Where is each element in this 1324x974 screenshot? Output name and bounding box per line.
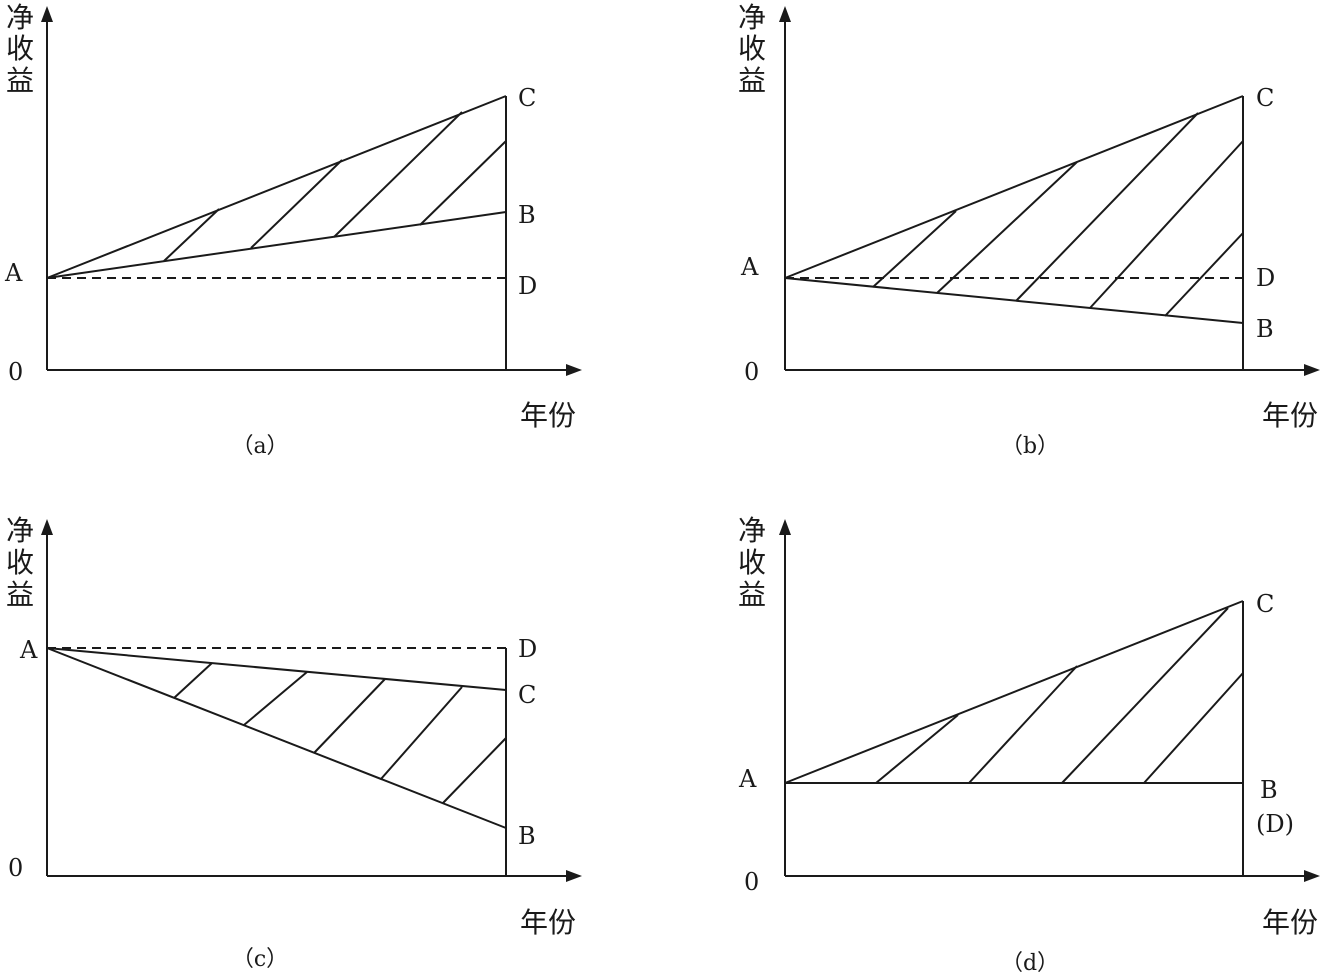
y-axis-label-3: 益 (6, 578, 34, 611)
x-axis-arrow (566, 364, 582, 376)
y-axis-label-1: 净 (6, 514, 34, 547)
y-axis-label-1: 净 (6, 1, 34, 34)
y-axis-label-2: 收 (6, 32, 34, 65)
line-a-c (784, 600, 1244, 784)
x-axis-arrow (566, 870, 582, 882)
point-d-label: (D) (1256, 810, 1294, 838)
point-b-label: B (1260, 776, 1278, 804)
panel-caption: （b） (1001, 434, 1059, 459)
x-axis-arrow (1304, 364, 1320, 376)
panel-a: 净 收 益 0 A C B D 年份 （a） (4, 1, 582, 459)
point-c-label: C (518, 681, 536, 709)
point-d-label: D (518, 272, 537, 300)
origin-label: 0 (8, 854, 23, 882)
hatching (173, 662, 507, 804)
point-a-label: A (740, 253, 759, 281)
panel-caption: （c） (232, 947, 288, 972)
point-b-label: B (518, 201, 536, 229)
y-axis-label-2: 收 (738, 32, 766, 65)
y-axis-label-3: 益 (6, 64, 34, 97)
x-axis-label: 年份 (520, 906, 576, 939)
point-a-label: A (738, 765, 757, 793)
x-axis-arrow (1304, 870, 1320, 882)
point-c-label: C (1256, 590, 1274, 618)
y-axis-label-1: 净 (738, 1, 766, 34)
line-a-b (46, 647, 507, 829)
y-axis-arrow (41, 519, 53, 535)
panel-b: 净 收 益 0 A C D B 年份 （b） (738, 1, 1320, 459)
y-axis-arrow (41, 6, 53, 22)
panel-caption: （d） (1001, 951, 1059, 974)
panel-d: 净 收 益 0 A C B (D) 年份 （d） (738, 514, 1320, 974)
line-a-b (784, 277, 1244, 324)
origin-label: 0 (744, 868, 759, 896)
y-axis-label-3: 益 (738, 64, 766, 97)
x-axis-label: 年份 (520, 399, 576, 432)
point-c-label: C (518, 84, 536, 112)
point-a-label: A (4, 259, 23, 287)
point-d-label: D (1256, 264, 1275, 292)
line-a-c (784, 95, 1244, 279)
line-a-c (46, 647, 507, 691)
y-axis-label-2: 收 (738, 546, 766, 579)
line-a-c (46, 95, 507, 279)
y-axis-label-3: 益 (738, 578, 766, 611)
y-axis-arrow (779, 6, 791, 22)
point-d-label: D (518, 635, 537, 663)
panel-c: 净 收 益 0 A D C B 年份 （c） (6, 514, 582, 972)
panel-caption: （a） (231, 434, 288, 459)
x-axis-label: 年份 (1262, 906, 1318, 939)
y-axis-label-1: 净 (738, 514, 766, 547)
hatching (872, 112, 1244, 317)
hatching (875, 607, 1244, 784)
point-b-label: B (1256, 315, 1274, 343)
y-axis-arrow (779, 519, 791, 535)
line-a-b (46, 211, 507, 279)
point-c-label: C (1256, 84, 1274, 112)
x-axis-label: 年份 (1262, 399, 1318, 432)
origin-label: 0 (744, 358, 759, 386)
hatching (163, 111, 507, 262)
origin-label: 0 (8, 358, 23, 386)
point-b-label: B (518, 822, 536, 850)
y-axis-label-2: 收 (6, 546, 34, 579)
point-a-label: A (19, 636, 38, 664)
